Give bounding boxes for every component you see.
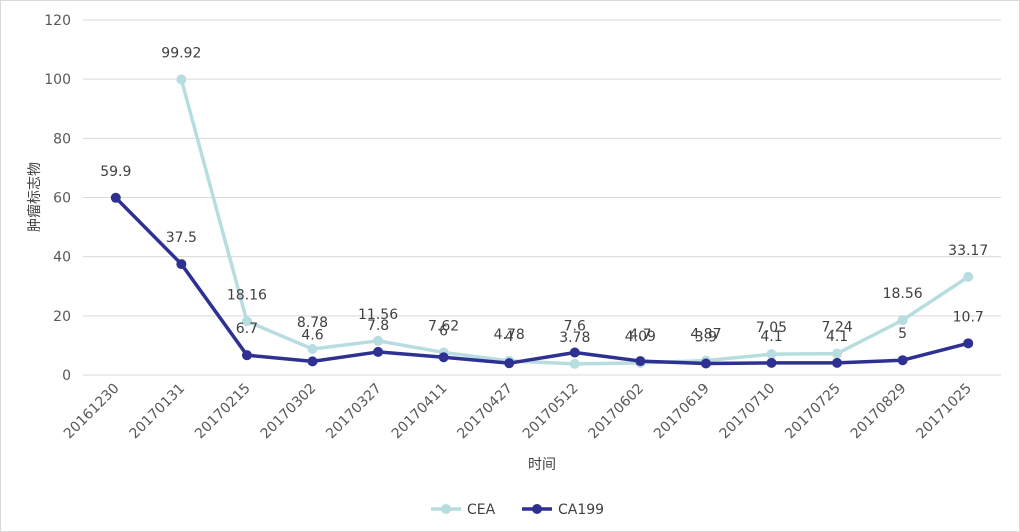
x-tick-label: 20170131 [126,381,188,443]
data-point [897,315,908,326]
legend-label: CEA [467,502,496,518]
legend-item-cea: CEA [431,502,496,518]
data-point [373,335,384,346]
data-point [176,259,187,270]
x-tick-labels: 20161230 20170131 20170215 20170302 20170327… [61,381,975,443]
series-ca199 [110,192,974,369]
data-point [897,355,908,366]
x-tick-label: 20170427 [454,381,516,443]
x-tick-label: 20170411 [389,381,451,443]
data-label: 59.9 [100,164,131,180]
y-axis-title: 肿瘤标志物 [26,162,43,232]
data-label: 7.05 [756,320,787,336]
x-tick-label: 20170215 [192,381,254,443]
data-point [241,350,252,361]
data-point [373,346,384,357]
data-label: 8.78 [297,315,328,331]
legend-swatch-marker [441,504,451,514]
data-label: 18.16 [227,287,267,303]
legend: CEA CA199 [431,502,604,518]
data-label: 18.56 [883,286,923,302]
x-tick-label: 20170302 [258,381,320,443]
data-label: 4 [505,329,514,345]
data-label: 3.78 [559,330,590,346]
data-label: 4.7 [629,327,651,343]
data-point [569,358,580,369]
y-tick-labels: 0 20 40 60 80 100 120 [44,13,71,384]
data-point [635,356,646,367]
data-label: 6.7 [236,321,258,337]
data-label: 4.6 [301,327,323,343]
data-point [504,358,515,369]
data-label: 4.87 [690,327,721,343]
data-label: 11.56 [358,307,398,323]
data-point [307,344,318,355]
legend-item-ca199: CA199 [522,502,604,518]
data-label: 7.62 [428,318,459,334]
data-label: 4.1 [760,329,782,345]
data-label: 33.17 [948,243,988,259]
data-point [438,352,449,363]
legend-label: CA199 [558,502,604,518]
data-label: 4.78 [494,327,525,343]
data-label: 6 [439,323,448,339]
data-label: 7.8 [367,318,389,334]
data-label: 37.5 [166,230,197,246]
x-tick-label: 20170327 [323,381,385,443]
data-label: 5 [898,326,907,342]
data-label: 7.6 [564,319,586,335]
legend-swatch-marker [532,504,542,514]
data-label: 3.9 [695,329,717,345]
x-tick-label: 20170829 [848,381,910,443]
x-tick-label: 20170725 [782,381,844,443]
data-point [176,74,187,85]
x-tick-label: 20170619 [651,381,713,443]
data-point [241,316,252,327]
data-label: 10.7 [953,309,984,325]
data-label: 7.24 [821,320,852,336]
y-tick-label: 0 [62,368,71,384]
y-tick-label: 100 [44,72,71,88]
x-tick-label: 20171025 [913,381,975,443]
y-tick-label: 60 [53,191,71,207]
x-tick-label: 20170602 [585,381,647,443]
x-tick-label: 20170710 [717,381,779,443]
data-point [700,358,711,369]
data-label: 4.09 [625,329,656,345]
data-point [832,348,843,359]
y-tick-label: 80 [53,131,71,147]
data-label: 4.1 [826,329,848,345]
x-tick-label: 20161230 [61,381,123,443]
data-label: 99.92 [161,45,201,61]
x-axis-title: 时间 [528,457,556,473]
series-lines [110,74,974,369]
data-point [766,357,777,368]
data-point [832,357,843,368]
x-tick-label: 20170512 [520,381,582,443]
data-point [963,271,974,282]
gridlines [83,19,1001,376]
data-point [307,356,318,367]
data-point [766,349,777,360]
data-point [963,338,974,349]
data-point [110,192,121,203]
series-line [114,196,969,366]
y-tick-label: 40 [53,250,71,266]
y-tick-label: 20 [53,309,71,325]
y-tick-label: 120 [44,13,71,29]
data-labels: 99.92 18.16 8.78 11.56 7.62 4.78 3.78 4.09 4.87 7… [100,45,988,345]
data-point [569,347,580,358]
